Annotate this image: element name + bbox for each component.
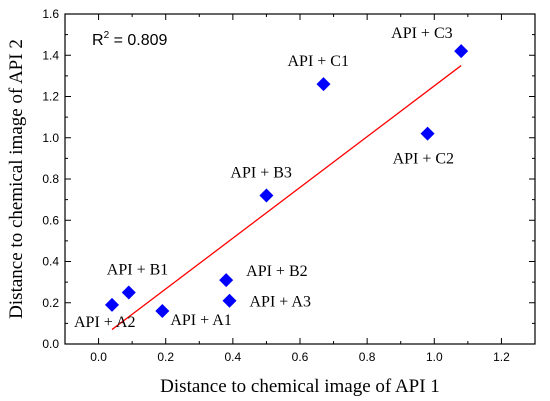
data-point: [259, 188, 274, 203]
y-tick-label: 1.4: [42, 48, 59, 62]
y-axis-title: Distance to chemical image of API 2: [6, 39, 27, 319]
y-tick-label: 0.2: [42, 296, 59, 310]
data-point: [121, 285, 136, 300]
y-tick-label: 0.4: [42, 255, 59, 269]
r-squared-annotation: R2 = 0.809: [92, 30, 168, 49]
point-label: API + A1: [170, 312, 231, 329]
x-tick-label: 1.2: [493, 350, 510, 364]
x-tick-label: 1.0: [426, 350, 443, 364]
x-tick-label: 0.8: [359, 350, 376, 364]
x-tick-label: 0.6: [292, 350, 309, 364]
data-point: [219, 273, 234, 288]
data-point: [222, 293, 237, 308]
y-tick-label: 1.2: [42, 90, 59, 104]
x-tick-label: 0.4: [225, 350, 242, 364]
point-label: API + B1: [107, 261, 168, 278]
data-point: [105, 297, 119, 312]
point-label: API + B3: [230, 165, 291, 182]
point-label: API + C3: [391, 25, 452, 42]
data-point: [316, 77, 331, 92]
data-point: [420, 126, 435, 141]
y-tick-label: 0.6: [42, 213, 59, 227]
point-label: API + C1: [288, 53, 349, 70]
regression-line: [111, 65, 462, 331]
point-label: API + A2: [74, 314, 135, 331]
data-point: [155, 304, 170, 318]
x-axis-title: Distance to chemical image of API 1: [160, 376, 440, 397]
x-tick-label: 0.0: [90, 350, 107, 364]
point-label: API + B2: [246, 263, 307, 280]
x-tick-label: 0.2: [157, 350, 174, 364]
y-tick-label: 1.0: [42, 131, 59, 145]
y-tick-label: 1.6: [42, 7, 59, 21]
point-label: API + A3: [250, 294, 311, 311]
data-point: [454, 44, 469, 59]
point-label: API + C2: [393, 151, 454, 168]
y-tick-label: 0.8: [42, 172, 59, 186]
y-tick-label: 0.0: [42, 337, 59, 351]
